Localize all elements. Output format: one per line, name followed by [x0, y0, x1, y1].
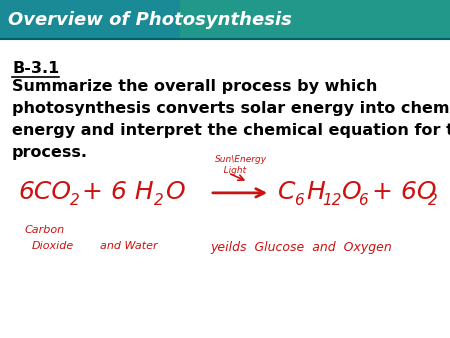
- Text: energy and interpret the chemical equation for the: energy and interpret the chemical equati…: [12, 123, 450, 138]
- Text: and Water: and Water: [100, 241, 158, 251]
- Text: 2: 2: [428, 193, 438, 208]
- Text: 6CO: 6CO: [18, 180, 71, 204]
- Text: Summarize the overall process by which: Summarize the overall process by which: [12, 79, 378, 94]
- Text: Carbon: Carbon: [25, 225, 65, 235]
- Text: Overview of Photosynthesis: Overview of Photosynthesis: [8, 11, 292, 29]
- Text: + 6 H: + 6 H: [82, 180, 153, 204]
- Text: 12: 12: [322, 193, 342, 208]
- Text: + 6O: + 6O: [372, 180, 436, 204]
- Text: C: C: [278, 180, 296, 204]
- Text: yeilds  Glucose  and  Oxygen: yeilds Glucose and Oxygen: [210, 241, 392, 254]
- Text: process.: process.: [12, 145, 88, 160]
- Text: photosynthesis converts solar energy into chemical: photosynthesis converts solar energy int…: [12, 101, 450, 116]
- Text: H: H: [306, 180, 325, 204]
- Text: Sun\Energy
   Light: Sun\Energy Light: [215, 155, 267, 175]
- Text: O: O: [342, 180, 362, 204]
- Text: 6: 6: [294, 193, 304, 208]
- Bar: [0, 0, 450, 39]
- Bar: [180, 0, 450, 39]
- Text: Dioxide: Dioxide: [32, 241, 74, 251]
- Text: O: O: [166, 180, 185, 204]
- Text: B-3.1: B-3.1: [12, 61, 59, 76]
- Text: 2: 2: [154, 193, 164, 208]
- Text: 2: 2: [70, 193, 80, 208]
- Text: 6: 6: [358, 193, 368, 208]
